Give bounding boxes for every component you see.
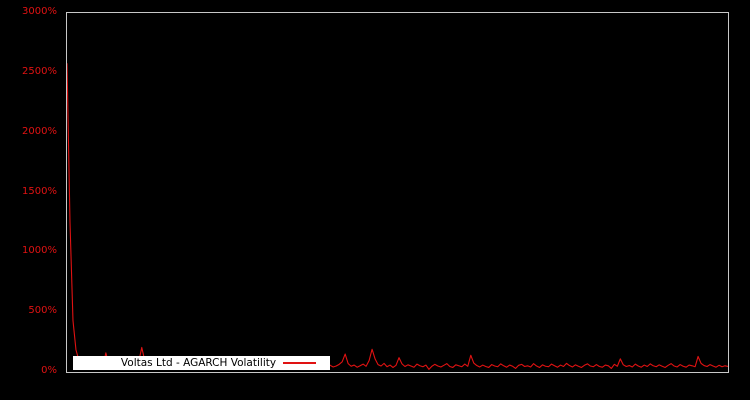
- y-tick-label: 1000%: [22, 245, 57, 257]
- y-axis-tick-labels: 0% 500% 1000% 1500% 2000% 2500% 3000%: [0, 7, 59, 376]
- volatility-line-chart: [67, 63, 728, 370]
- agarch-volatility-line: [67, 63, 728, 370]
- y-tick-label: 0%: [41, 365, 57, 376]
- y-tick-label: 3000%: [22, 6, 57, 17]
- y-tick-label: 500%: [28, 305, 57, 317]
- legend-label: Voltas Ltd - AGARCH Volatility: [120, 356, 277, 369]
- y-tick-label: 2500%: [22, 65, 57, 77]
- legend-line-sample: [283, 362, 317, 364]
- plot-area: Voltas Ltd - AGARCH Volatility: [66, 12, 729, 373]
- y-tick-label: 1500%: [22, 185, 57, 197]
- y-tick-label: 2000%: [22, 125, 57, 137]
- legend: Voltas Ltd - AGARCH Volatility: [73, 356, 330, 370]
